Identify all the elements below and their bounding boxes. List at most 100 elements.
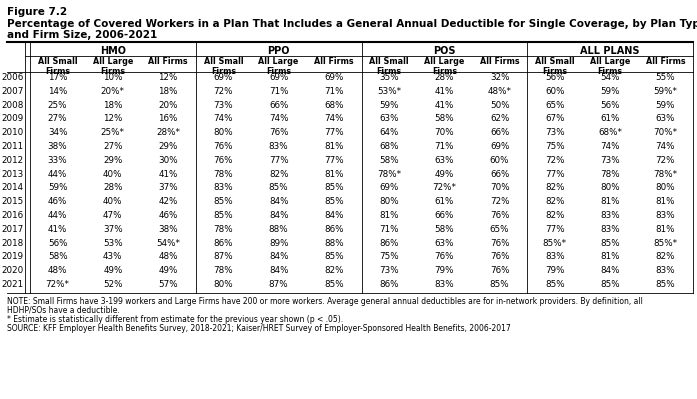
- Text: 60%: 60%: [545, 87, 565, 96]
- Text: 42%: 42%: [158, 197, 178, 206]
- Text: 85%: 85%: [600, 239, 620, 248]
- Text: 48%: 48%: [48, 266, 68, 275]
- Text: 69%: 69%: [269, 73, 289, 82]
- Text: All Firms: All Firms: [480, 57, 519, 66]
- Text: 50%: 50%: [490, 101, 510, 110]
- Text: 80%: 80%: [656, 184, 675, 192]
- Text: 61%: 61%: [435, 197, 454, 206]
- Text: 87%: 87%: [269, 280, 289, 289]
- Text: 44%: 44%: [48, 211, 68, 220]
- Text: 16%: 16%: [158, 115, 178, 123]
- Text: 2008: 2008: [1, 101, 24, 110]
- Text: 74%: 74%: [269, 115, 289, 123]
- Text: 41%: 41%: [435, 87, 454, 96]
- Text: 72%: 72%: [213, 87, 233, 96]
- Text: 69%: 69%: [379, 184, 399, 192]
- Text: 85%: 85%: [213, 197, 233, 206]
- Text: 65%: 65%: [545, 101, 565, 110]
- Text: 48%: 48%: [158, 253, 178, 261]
- Text: 83%: 83%: [600, 225, 620, 234]
- Text: 78%: 78%: [213, 225, 233, 234]
- Text: 62%: 62%: [490, 115, 510, 123]
- Text: 43%: 43%: [103, 253, 123, 261]
- Text: 46%: 46%: [48, 197, 68, 206]
- Text: 85%: 85%: [490, 280, 510, 289]
- Text: 88%: 88%: [324, 239, 344, 248]
- Text: 2021: 2021: [2, 280, 24, 289]
- Text: 83%: 83%: [213, 184, 233, 192]
- Text: 46%: 46%: [158, 211, 178, 220]
- Text: 41%: 41%: [48, 225, 68, 234]
- Text: 32%: 32%: [490, 73, 510, 82]
- Text: 41%: 41%: [158, 170, 178, 179]
- Text: All Firms: All Firms: [314, 57, 353, 66]
- Text: 52%: 52%: [103, 280, 123, 289]
- Text: 37%: 37%: [158, 184, 178, 192]
- Text: ALL PLANS: ALL PLANS: [581, 46, 640, 56]
- Text: 53%*: 53%*: [377, 87, 401, 96]
- Text: 54%*: 54%*: [156, 239, 180, 248]
- Text: 72%: 72%: [656, 156, 675, 165]
- Text: 56%: 56%: [545, 73, 565, 82]
- Text: 25%: 25%: [48, 101, 68, 110]
- Text: 17%: 17%: [48, 73, 68, 82]
- Text: 20%: 20%: [158, 101, 178, 110]
- Text: 2019: 2019: [2, 253, 24, 261]
- Text: SOURCE: KFF Employer Health Benefits Survey, 2018-2021; Kaiser/HRET Survey of Em: SOURCE: KFF Employer Health Benefits Sur…: [7, 324, 511, 333]
- Text: 81%: 81%: [600, 253, 620, 261]
- Text: 40%: 40%: [103, 170, 123, 179]
- Text: 35%: 35%: [379, 73, 399, 82]
- Text: 78%*: 78%*: [377, 170, 401, 179]
- Text: PPO: PPO: [268, 46, 290, 56]
- Text: 10%: 10%: [103, 73, 123, 82]
- Text: 44%: 44%: [48, 170, 68, 179]
- Text: 2012: 2012: [2, 156, 24, 165]
- Text: 70%: 70%: [490, 184, 510, 192]
- Text: 82%: 82%: [269, 170, 289, 179]
- Text: 74%: 74%: [213, 115, 233, 123]
- Text: 81%: 81%: [324, 142, 344, 151]
- Text: 72%*: 72%*: [432, 184, 457, 192]
- Text: 75%: 75%: [379, 253, 399, 261]
- Text: 64%: 64%: [379, 128, 399, 137]
- Text: 88%: 88%: [269, 225, 289, 234]
- Text: 78%: 78%: [600, 170, 620, 179]
- Text: 66%: 66%: [490, 170, 510, 179]
- Text: 79%: 79%: [435, 266, 454, 275]
- Text: 59%: 59%: [656, 101, 675, 110]
- Text: 74%: 74%: [324, 115, 344, 123]
- Text: 63%: 63%: [379, 115, 399, 123]
- Text: 54%: 54%: [600, 73, 620, 82]
- Text: All Large
Firms: All Large Firms: [259, 57, 299, 76]
- Text: 82%: 82%: [656, 253, 675, 261]
- Text: 2020: 2020: [2, 266, 24, 275]
- Text: 85%: 85%: [324, 197, 344, 206]
- Text: 2011: 2011: [2, 142, 24, 151]
- Text: 2007: 2007: [1, 87, 24, 96]
- Text: 61%: 61%: [600, 115, 620, 123]
- Text: 76%: 76%: [490, 266, 510, 275]
- Text: 28%: 28%: [435, 73, 454, 82]
- Text: 81%: 81%: [379, 211, 399, 220]
- Text: 85%: 85%: [600, 280, 620, 289]
- Text: All Small
Firms: All Small Firms: [535, 57, 575, 76]
- Text: 73%: 73%: [213, 101, 233, 110]
- Text: 56%: 56%: [48, 239, 68, 248]
- Text: 69%: 69%: [214, 73, 233, 82]
- Text: 56%: 56%: [600, 101, 620, 110]
- Text: 63%: 63%: [435, 239, 454, 248]
- Text: 2015: 2015: [2, 197, 24, 206]
- Text: 77%: 77%: [324, 128, 344, 137]
- Text: 75%: 75%: [545, 142, 565, 151]
- Text: 18%: 18%: [158, 87, 178, 96]
- Text: 58%: 58%: [434, 115, 454, 123]
- Text: 41%: 41%: [435, 101, 454, 110]
- Text: 85%: 85%: [269, 184, 289, 192]
- Text: 77%: 77%: [545, 170, 565, 179]
- Text: 76%: 76%: [213, 156, 233, 165]
- Text: 66%: 66%: [435, 211, 454, 220]
- Text: 71%: 71%: [435, 142, 454, 151]
- Text: 2006: 2006: [2, 73, 24, 82]
- Text: 86%: 86%: [324, 225, 344, 234]
- Text: 84%: 84%: [324, 211, 344, 220]
